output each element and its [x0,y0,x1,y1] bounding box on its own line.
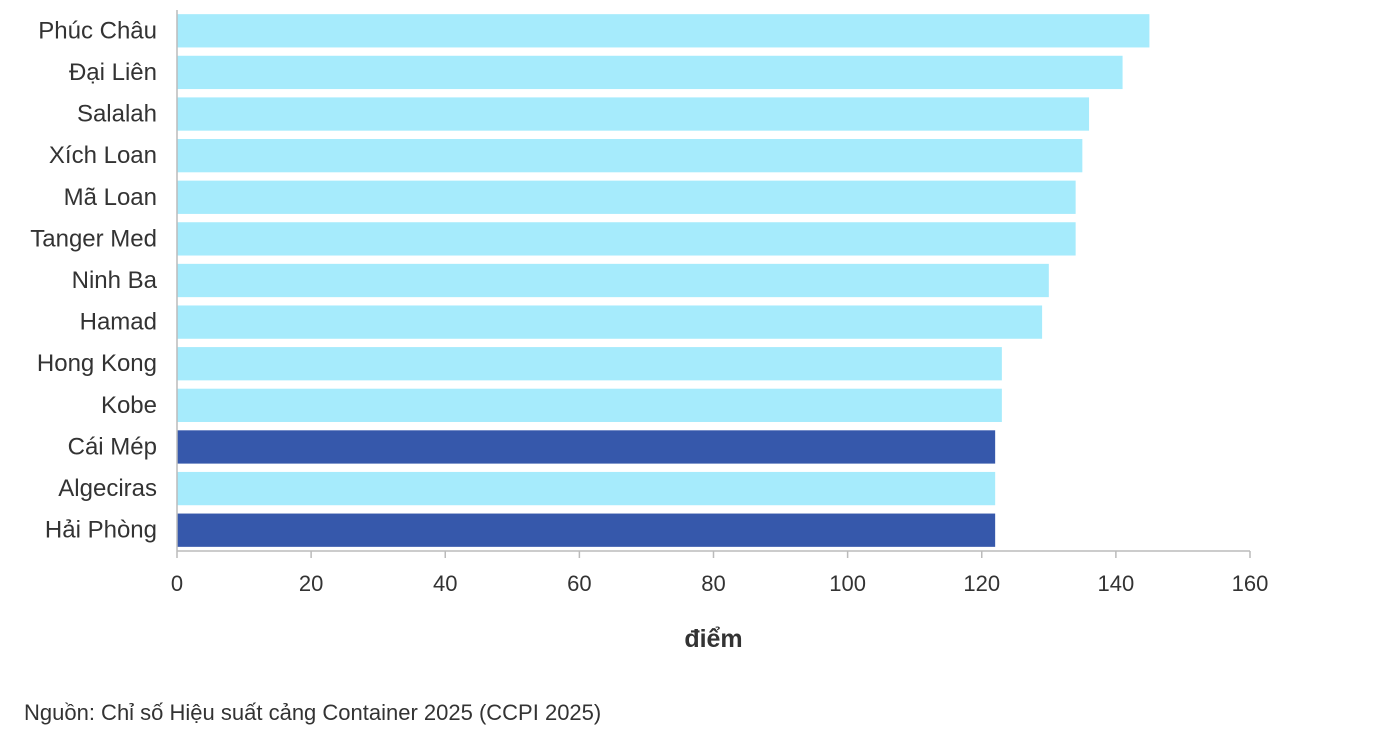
x-tick-label-4: 80 [701,571,725,596]
x-axis-ticks: 0 20 40 60 80 100 120 140 160 [171,551,1268,596]
bar-1 [177,55,1123,90]
bar-8 [177,347,1002,381]
bar-2 [177,97,1090,131]
category-label-10: Cái Mép [68,433,157,460]
bar-10 [177,430,996,464]
x-tick-label-8: 160 [1232,571,1269,596]
category-label-5: Tanger Med [30,225,157,252]
source-note: Nguồn: Chỉ số Hiệu suất cảng Container 2… [24,700,602,725]
category-label-11: Algeciras [58,475,157,502]
category-label-0: Phúc Châu [38,17,157,44]
category-label-8: Hong Kong [37,350,157,377]
category-label-9: Kobe [101,392,157,419]
bars-group [177,14,1150,547]
bar-12 [177,513,996,547]
bar-0 [177,14,1150,48]
x-tick-label-0: 0 [171,571,183,596]
x-tick-label-1: 20 [299,571,323,596]
x-axis-title: điểm [684,625,742,653]
category-label-1: Đại Liên [69,59,157,86]
bar-3 [177,139,1083,173]
bar-5 [177,222,1076,256]
category-label-6: Ninh Ba [72,267,158,294]
category-labels: Phúc Châu Đại Liên Salalah Xích Loan Mã Loan… [30,17,157,543]
bar-6 [177,263,1049,298]
category-label-12: Hải Phòng [45,517,157,544]
x-tick-label-5: 100 [829,571,866,596]
bar-4 [177,180,1076,214]
category-label-4: Mã Loan [64,184,157,211]
bar-11 [177,471,996,506]
x-tick-label-2: 40 [433,571,457,596]
bar-7 [177,305,1043,339]
bar-9 [177,388,1002,422]
category-label-2: Salalah [77,101,157,128]
x-tick-label-3: 60 [567,571,591,596]
category-label-7: Hamad [80,309,157,336]
category-label-3: Xích Loan [49,142,157,169]
x-tick-label-7: 140 [1098,571,1135,596]
x-tick-label-6: 120 [963,571,1000,596]
